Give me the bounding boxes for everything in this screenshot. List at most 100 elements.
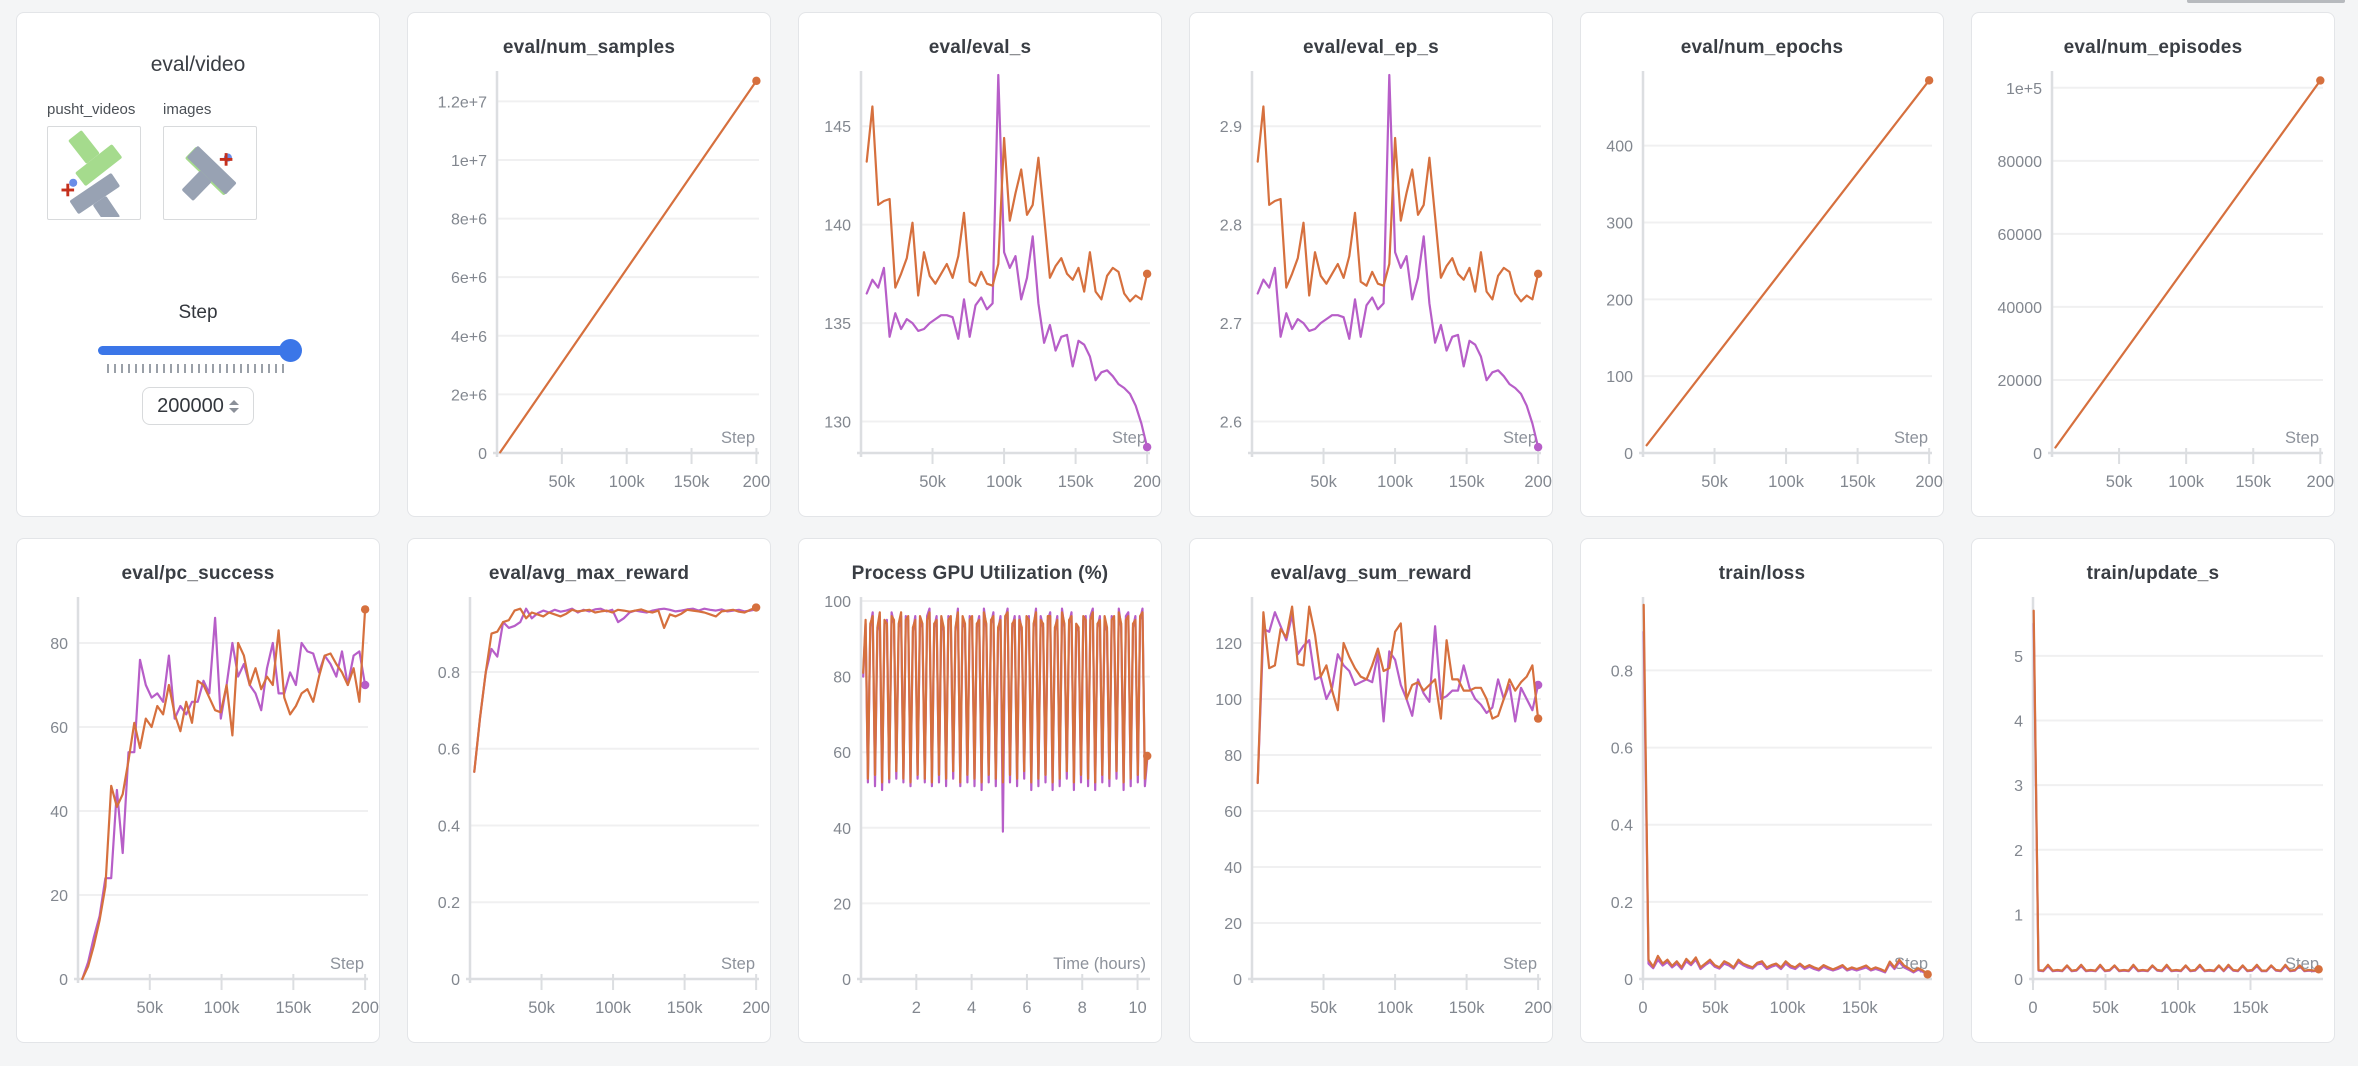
chart-panel-eval-pc_success[interactable]: eval/pc_success 0 20 40 60 80 50k 100k 150k 200 S… xyxy=(16,538,380,1043)
svg-text:50k: 50k xyxy=(136,999,163,1017)
svg-text:100k: 100k xyxy=(1768,473,1805,491)
media-item-images: images xyxy=(163,101,257,220)
svg-text:0: 0 xyxy=(1624,972,1633,989)
svg-text:80: 80 xyxy=(833,670,851,687)
svg-text:0.8: 0.8 xyxy=(1611,663,1633,680)
svg-text:100k: 100k xyxy=(1377,473,1414,491)
chart-title: eval/eval_ep_s xyxy=(1303,37,1439,58)
chart-title: train/loss xyxy=(1718,563,1806,584)
chart-title: Process GPU Utilization (%) xyxy=(851,563,1109,584)
chart-panel-process-gpu-utilization[interactable]: Process GPU Utilization (%) 0 20 40 60 80 100… xyxy=(798,538,1162,1043)
svg-text:145: 145 xyxy=(824,119,851,136)
stepper-up-icon[interactable] xyxy=(228,399,239,405)
svg-text:2.6: 2.6 xyxy=(1220,415,1242,432)
pusht-scene-image xyxy=(182,146,237,201)
svg-text:Step: Step xyxy=(1894,429,1928,447)
chart-panel-train-loss[interactable]: train/loss 0 0.2 0.4 0.6 0.8 0 50k 100k 150k Step xyxy=(1580,538,1944,1043)
chart-canvas[interactable]: 0 100 200 300 400 50k 100k 150k 200 Step xyxy=(1586,61,1943,511)
svg-text:200: 200 xyxy=(743,473,771,491)
svg-text:40000: 40000 xyxy=(1998,300,2043,317)
svg-text:150k: 150k xyxy=(1058,473,1095,491)
chart-panel-train-update_s[interactable]: train/update_s 0 1 2 3 4 5 0 50k 100k 150k Step xyxy=(1971,538,2335,1043)
svg-text:0: 0 xyxy=(2014,972,2023,989)
stepper-arrows[interactable] xyxy=(228,399,239,413)
chart-canvas[interactable]: 0 20000 40000 60000 80000 1e+5 50k 100k 150k 200 S… xyxy=(1977,61,2334,511)
panel-title: eval/video xyxy=(150,53,246,76)
chart-canvas[interactable]: 0 20 40 60 80 100 2 4 6 8 10 Time (hours) xyxy=(804,587,1156,1037)
svg-text:100: 100 xyxy=(824,594,851,611)
chart-panel-eval-avg_sum_reward[interactable]: eval/avg_sum_reward 0 20 40 60 80 100 120 50k 10… xyxy=(1189,538,1553,1043)
slider-track[interactable] xyxy=(98,346,298,355)
svg-text:8: 8 xyxy=(1078,999,1087,1017)
svg-text:Step: Step xyxy=(2285,429,2319,447)
svg-text:8e+6: 8e+6 xyxy=(451,212,487,229)
chart-canvas[interactable]: 0 20 40 60 80 100 120 50k 100k 150k 200 Step xyxy=(1195,587,1552,1037)
slider-tick-ruler xyxy=(107,364,289,373)
svg-text:50k: 50k xyxy=(1310,473,1337,491)
svg-text:400: 400 xyxy=(1606,139,1633,156)
svg-text:Step: Step xyxy=(721,955,755,973)
chart-canvas[interactable]: 130 135 140 145 50k 100k 150k 200 Step xyxy=(804,61,1161,511)
chart-panel-eval-num_epochs[interactable]: eval/num_epochs 0 100 200 300 400 50k 100k 150k… xyxy=(1580,12,1944,517)
stepper-down-icon[interactable] xyxy=(228,407,239,413)
svg-text:4: 4 xyxy=(967,999,976,1017)
svg-text:40: 40 xyxy=(833,821,851,838)
svg-text:0: 0 xyxy=(451,972,460,989)
media-thumbnails: pusht_videos xyxy=(47,101,379,226)
svg-text:2.7: 2.7 xyxy=(1220,316,1242,333)
svg-text:0: 0 xyxy=(1638,999,1647,1017)
svg-text:200: 200 xyxy=(351,999,379,1017)
step-number-input[interactable]: 200000 xyxy=(142,387,254,425)
svg-text:100: 100 xyxy=(1215,692,1242,709)
svg-text:100k: 100k xyxy=(2168,473,2205,491)
svg-text:20: 20 xyxy=(833,896,851,913)
chart-canvas[interactable]: 0 2e+6 4e+6 6e+6 8e+6 1e+7 1.2e+7 50k 100k 150k 20… xyxy=(413,61,770,511)
svg-text:0.8: 0.8 xyxy=(438,665,460,682)
chart-canvas[interactable]: 2.6 2.7 2.8 2.9 50k 100k 150k 200 Step xyxy=(1195,61,1552,511)
svg-text:20: 20 xyxy=(1224,916,1242,933)
svg-text:0.2: 0.2 xyxy=(1611,895,1633,912)
svg-text:20000: 20000 xyxy=(1998,373,2043,390)
chart-panel-eval-eval_ep_s[interactable]: eval/eval_ep_s 2.6 2.7 2.8 2.9 50k 100k 150k 20… xyxy=(1189,12,1553,517)
svg-text:40: 40 xyxy=(1224,860,1242,877)
svg-text:50k: 50k xyxy=(1310,999,1337,1017)
chart-title: eval/avg_max_reward xyxy=(488,563,690,584)
svg-text:100k: 100k xyxy=(204,999,241,1017)
step-slider-title: Step xyxy=(178,302,218,323)
slider-thumb[interactable] xyxy=(279,339,302,362)
svg-text:120: 120 xyxy=(1215,636,1242,653)
chart-panel-eval-eval_s[interactable]: eval/eval_s 130 135 140 145 50k 100k 150k 200 St… xyxy=(798,12,1162,517)
svg-text:2.8: 2.8 xyxy=(1220,218,1242,235)
chart-title: eval/pc_success xyxy=(121,563,275,584)
media-item-pusht-videos: pusht_videos xyxy=(47,101,141,226)
pusht-video-thumbnail[interactable] xyxy=(47,126,141,226)
svg-text:150k: 150k xyxy=(1840,473,1877,491)
svg-text:130: 130 xyxy=(824,415,851,432)
panel-eval-video[interactable]: eval/video pusht_videos xyxy=(16,12,380,517)
chart-panel-eval-num_episodes[interactable]: eval/num_episodes 0 20000 40000 60000 80000 1… xyxy=(1971,12,2335,517)
chart-title: eval/avg_sum_reward xyxy=(1270,563,1472,584)
svg-text:20: 20 xyxy=(50,888,68,905)
svg-text:140: 140 xyxy=(824,218,851,235)
images-thumbnail[interactable] xyxy=(163,126,257,220)
svg-text:0.6: 0.6 xyxy=(438,742,460,759)
svg-text:150k: 150k xyxy=(275,999,312,1017)
step-value[interactable]: 200000 xyxy=(157,394,224,417)
svg-text:0.4: 0.4 xyxy=(1611,818,1633,835)
svg-text:60: 60 xyxy=(1224,804,1242,821)
chart-panel-eval-avg_max_reward[interactable]: eval/avg_max_reward 0 0.2 0.4 0.6 0.8 50k 100k… xyxy=(407,538,771,1043)
chart-canvas[interactable]: 0 20 40 60 80 50k 100k 150k 200 Step xyxy=(22,587,379,1037)
chart-canvas[interactable]: 0 1 2 3 4 5 0 50k 100k 150k Step xyxy=(1977,587,2329,1037)
svg-text:Step: Step xyxy=(1503,955,1537,973)
svg-text:100k: 100k xyxy=(986,473,1023,491)
svg-text:300: 300 xyxy=(1606,216,1633,233)
svg-text:100k: 100k xyxy=(609,473,646,491)
chart-canvas[interactable]: 0 0.2 0.4 0.6 0.8 50k 100k 150k 200 Step xyxy=(413,587,770,1037)
svg-text:0: 0 xyxy=(1233,972,1242,989)
svg-text:200: 200 xyxy=(1133,473,1161,491)
chart-panel-eval-num_samples[interactable]: eval/num_samples 0 2e+6 4e+6 6e+6 8e+6 1e+7 1.… xyxy=(407,12,771,517)
step-slider[interactable] xyxy=(98,338,302,362)
svg-text:150k: 150k xyxy=(674,473,711,491)
media-label: pusht_videos xyxy=(47,101,136,118)
